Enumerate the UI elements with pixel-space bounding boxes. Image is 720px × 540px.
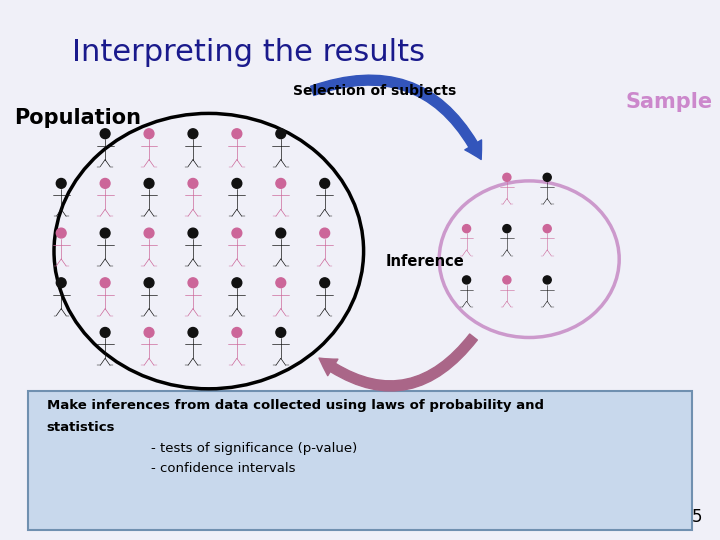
Ellipse shape bbox=[56, 228, 66, 238]
Ellipse shape bbox=[276, 328, 286, 338]
FancyBboxPatch shape bbox=[28, 390, 692, 530]
Ellipse shape bbox=[144, 278, 154, 288]
Ellipse shape bbox=[144, 228, 154, 238]
Text: Interpreting the results: Interpreting the results bbox=[72, 38, 425, 67]
Ellipse shape bbox=[100, 278, 110, 288]
Ellipse shape bbox=[503, 173, 511, 181]
Ellipse shape bbox=[56, 278, 66, 288]
Ellipse shape bbox=[232, 179, 242, 188]
Ellipse shape bbox=[100, 129, 110, 139]
Ellipse shape bbox=[276, 129, 286, 139]
Text: statistics: statistics bbox=[47, 421, 115, 434]
Ellipse shape bbox=[462, 276, 471, 284]
Text: Make inferences from data collected using laws of probability and: Make inferences from data collected usin… bbox=[47, 399, 544, 411]
Ellipse shape bbox=[462, 225, 471, 233]
Ellipse shape bbox=[320, 278, 330, 288]
Ellipse shape bbox=[276, 278, 286, 288]
Ellipse shape bbox=[543, 225, 552, 233]
Ellipse shape bbox=[232, 228, 242, 238]
Ellipse shape bbox=[232, 278, 242, 288]
FancyArrowPatch shape bbox=[319, 334, 477, 391]
Ellipse shape bbox=[503, 276, 511, 284]
FancyArrowPatch shape bbox=[310, 75, 482, 159]
Text: Sample: Sample bbox=[626, 92, 713, 112]
Ellipse shape bbox=[320, 228, 330, 238]
Ellipse shape bbox=[543, 173, 552, 181]
Text: 5: 5 bbox=[691, 509, 702, 526]
Ellipse shape bbox=[188, 278, 198, 288]
Ellipse shape bbox=[100, 328, 110, 338]
Ellipse shape bbox=[144, 328, 154, 338]
Text: Inference: Inference bbox=[385, 254, 464, 269]
Ellipse shape bbox=[144, 179, 154, 188]
Ellipse shape bbox=[276, 228, 286, 238]
Ellipse shape bbox=[188, 129, 198, 139]
Ellipse shape bbox=[276, 179, 286, 188]
Text: - confidence intervals: - confidence intervals bbox=[151, 462, 296, 475]
Ellipse shape bbox=[232, 328, 242, 338]
Ellipse shape bbox=[100, 179, 110, 188]
Ellipse shape bbox=[232, 129, 242, 139]
Ellipse shape bbox=[543, 276, 552, 284]
Ellipse shape bbox=[188, 228, 198, 238]
Ellipse shape bbox=[56, 179, 66, 188]
Ellipse shape bbox=[188, 328, 198, 338]
Ellipse shape bbox=[188, 179, 198, 188]
Text: Population: Population bbox=[14, 108, 141, 128]
Text: - tests of significance (p-value): - tests of significance (p-value) bbox=[151, 442, 357, 455]
Ellipse shape bbox=[100, 228, 110, 238]
Text: Selection of subjects: Selection of subjects bbox=[293, 84, 456, 98]
Ellipse shape bbox=[320, 179, 330, 188]
Ellipse shape bbox=[503, 225, 511, 233]
Ellipse shape bbox=[144, 129, 154, 139]
